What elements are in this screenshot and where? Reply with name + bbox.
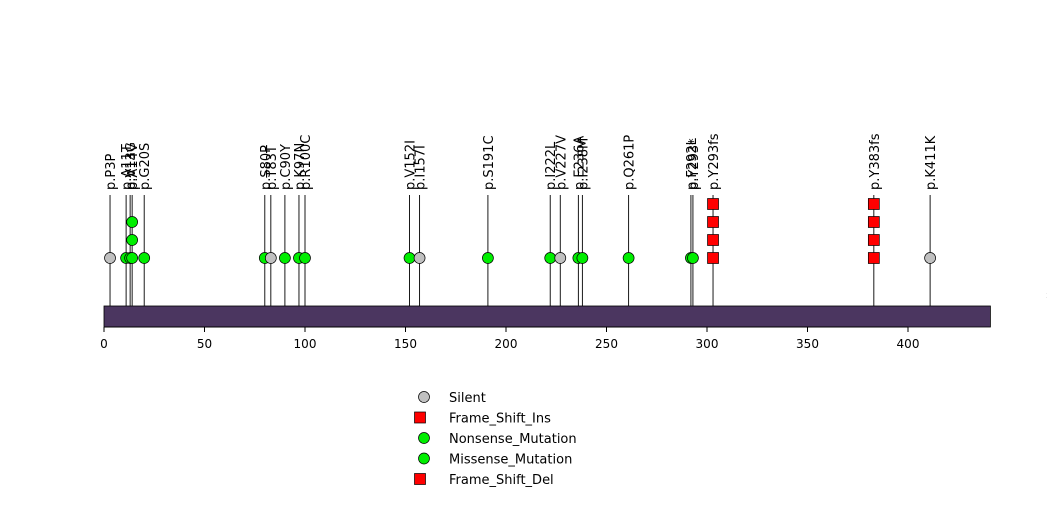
mutation-label-p-f292l: p.F292L bbox=[685, 137, 700, 190]
stem-lines bbox=[109, 195, 1047, 306]
mutation-label-p-a14v: p.A14V bbox=[126, 143, 141, 190]
legend-symbol-frame-shift-ins bbox=[414, 411, 426, 424]
mutation-label-p-s80p: p.S80P bbox=[259, 145, 274, 190]
marker-p-s191c-1 bbox=[482, 252, 494, 264]
mutation-label-p-r100c: p.R100C bbox=[299, 135, 314, 190]
marker-p-q261p-1 bbox=[622, 252, 635, 264]
mutation-label-p-k411k: p.K411K bbox=[924, 135, 939, 190]
x-tick-label-250: 250 bbox=[595, 337, 618, 351]
mutation-label-p-s191c: p.S191C bbox=[482, 135, 497, 190]
legend-label-silent: Silent bbox=[449, 391, 486, 406]
marker-p-p3p-1 bbox=[104, 252, 116, 264]
marker-p-a14v-2 bbox=[126, 234, 138, 246]
marker-p-v152i-1 bbox=[403, 252, 416, 264]
marker-p-v227v-1 bbox=[554, 252, 567, 264]
marker-p-y383fs-1 bbox=[867, 252, 880, 264]
mutation-label-p-i238m: p.I238M bbox=[576, 138, 591, 190]
mutation-label-p-p3p: p.P3P bbox=[104, 154, 119, 190]
marker-p-k411k-1 bbox=[924, 252, 936, 264]
x-tick-label-100: 100 bbox=[294, 337, 317, 351]
mutation-label-p-g20s: p.G20S bbox=[138, 143, 153, 190]
mutation-label-p-v227v: p.V227V bbox=[554, 135, 569, 190]
marker-p-y293fs-3 bbox=[707, 216, 719, 228]
mutation-label-p-c90y: p.C90Y bbox=[279, 144, 294, 190]
legend-label-frame-shift-del: Frame_Shift_Del bbox=[449, 473, 554, 488]
x-tick-label-200: 200 bbox=[495, 337, 518, 351]
mutation-label-p-v13g: p.V13G bbox=[124, 142, 139, 190]
mutation-label-p-e236a: p.E236A bbox=[572, 136, 587, 190]
marker-p-i238m-1 bbox=[576, 252, 589, 264]
mutation-label-p-q261p: p.Q261P bbox=[623, 135, 638, 190]
mutation-label-p-y383fs: p.Y383fs bbox=[868, 133, 883, 190]
marker-p-y293fs-1 bbox=[707, 252, 719, 264]
marker-p-y293fs-2 bbox=[707, 234, 719, 246]
legend-symbol-frame-shift-del bbox=[414, 473, 426, 485]
legend-symbol-nonsense-mutation bbox=[418, 432, 430, 444]
mutation-label-p-k97n: p.K97N bbox=[293, 143, 308, 190]
x-tick-label-350: 350 bbox=[796, 337, 819, 351]
marker-p-a14v-3 bbox=[126, 216, 138, 228]
marker-p-y293fs-4 bbox=[707, 198, 719, 210]
legend: Silent Frame_Shift_Ins Nonsense_Mutation Mi… bbox=[414, 391, 577, 488]
legend-symbol-missense-mutation bbox=[418, 452, 430, 465]
marker-p-t83t-1 bbox=[264, 252, 277, 264]
x-tick-label-300: 300 bbox=[696, 337, 719, 351]
legend-label-frame-shift-ins: Frame_Shift_Ins bbox=[449, 412, 551, 427]
protein-domain-bar bbox=[103, 305, 991, 328]
mutation-label-p-t83t: p.T83T bbox=[265, 145, 280, 190]
marker-p-a14v-1 bbox=[126, 252, 138, 264]
legend-label-missense-mutation: Missense_Mutation bbox=[449, 453, 572, 468]
marker-p-y293-1 bbox=[687, 252, 699, 264]
mutation-label-p-y293fs: p.Y293fs bbox=[707, 133, 722, 190]
mutation-label-p-v152i: p.V152I bbox=[404, 140, 419, 190]
x-tick-label-150: 150 bbox=[394, 337, 417, 351]
x-tick-label-50: 50 bbox=[197, 337, 212, 351]
marker-p-y383fs-3 bbox=[867, 216, 880, 228]
marker-p-r100c-1 bbox=[299, 252, 311, 264]
mutation-label-p-i222l: p.I222L bbox=[544, 141, 559, 190]
marker-p-y383fs-2 bbox=[867, 234, 880, 246]
mutation-label-p-y293: p.Y293* bbox=[687, 138, 702, 190]
marker-p-g20s-1 bbox=[138, 252, 151, 264]
marker-p-i222l-1 bbox=[544, 252, 557, 264]
marker-p-y383fs-4 bbox=[867, 198, 880, 210]
marker-p-c90y-1 bbox=[279, 252, 291, 264]
mutation-label-p-i157i: p.I157I bbox=[414, 145, 429, 190]
legend-symbol-silent bbox=[418, 391, 430, 403]
marker-p-i157i-1 bbox=[413, 252, 426, 264]
x-tick-label-400: 400 bbox=[897, 337, 920, 351]
legend-label-nonsense-mutation: Nonsense_Mutation bbox=[449, 432, 577, 447]
x-tick-label-0: 0 bbox=[100, 337, 108, 351]
mutation-markers bbox=[104, 198, 936, 264]
x-axis: 0 50 100 150 200 250 300 350 400 bbox=[100, 326, 920, 351]
mutation-label-p-a11t: p.A11T bbox=[120, 144, 135, 190]
